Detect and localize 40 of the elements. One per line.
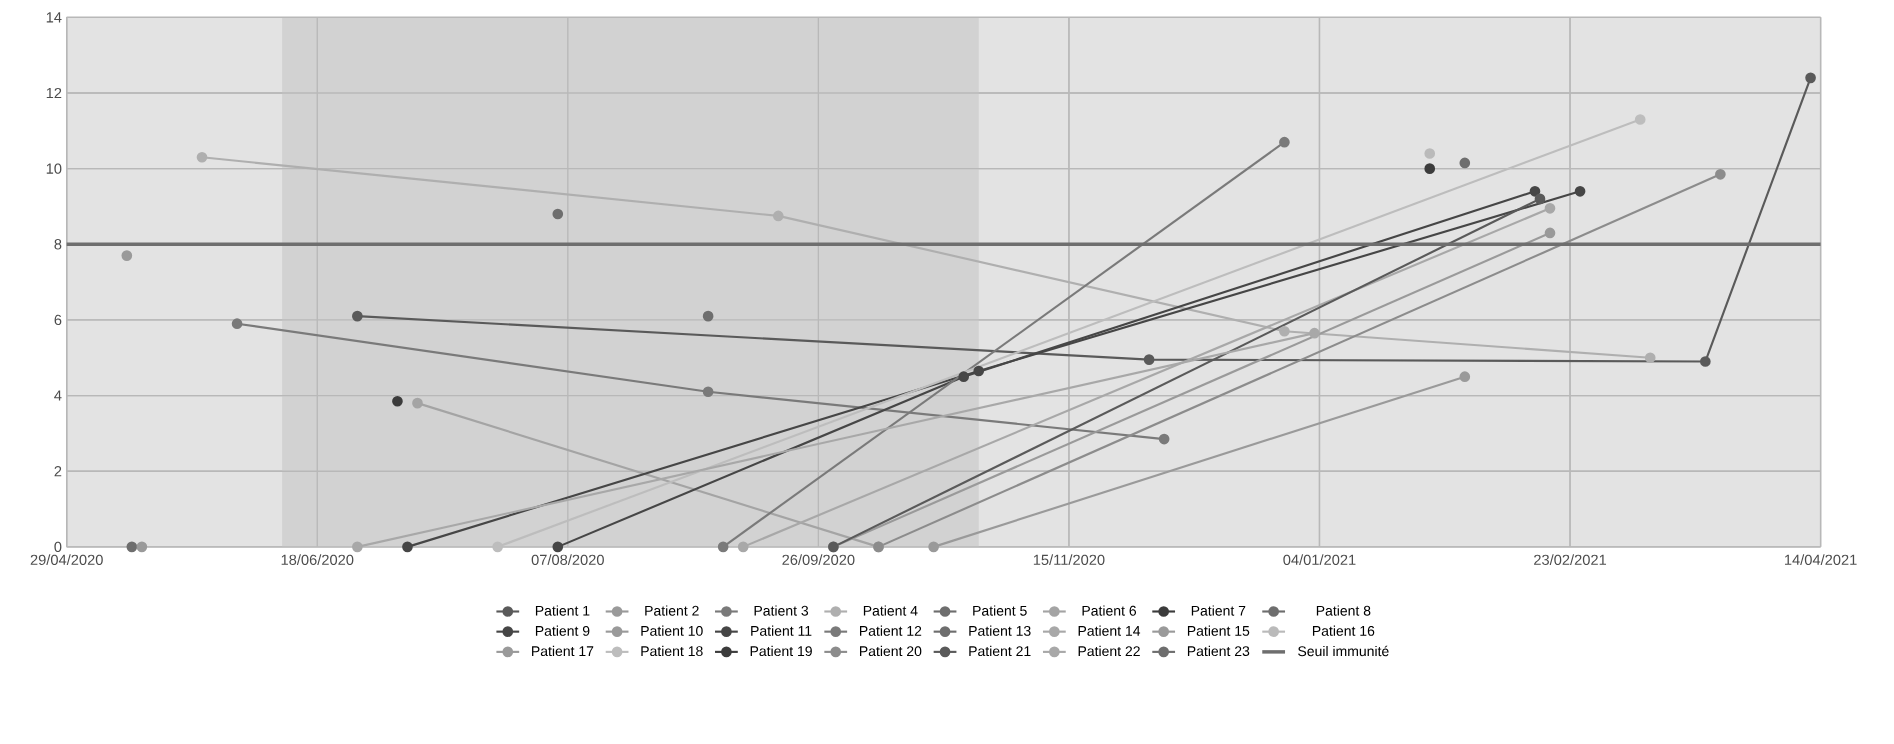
x-tick-label: 07/08/2020 xyxy=(531,554,604,565)
legend-label: Patient 8 xyxy=(1316,605,1371,616)
y-tick-label: 2 xyxy=(54,465,62,477)
legend-label: Patient 23 xyxy=(1187,645,1250,656)
legend-label: Patient 22 xyxy=(1078,645,1140,656)
legend-label: Patient 2 xyxy=(645,605,699,616)
x-tick-label: 18/06/2020 xyxy=(281,554,354,565)
x-tick-label: 29/04/2020 xyxy=(30,554,103,565)
legend-label: Patient 1 xyxy=(535,605,590,616)
y-tick-label: 4 xyxy=(54,390,62,401)
x-tick-label: 26/09/2020 xyxy=(782,554,855,565)
legend-label: Patient 17 xyxy=(532,645,594,656)
legend-label: Patient 6 xyxy=(1082,605,1137,616)
y-tick-label: 14 xyxy=(46,12,62,23)
y-tick-label: 0 xyxy=(54,541,62,552)
legend-label: Patient 3 xyxy=(754,605,809,616)
x-tick-label: 14/04/2021 xyxy=(1784,554,1857,565)
legend-label: Patient 15 xyxy=(1187,625,1250,636)
legend-label: Patient 11 xyxy=(751,625,812,636)
y-tick-label: 10 xyxy=(46,163,62,174)
y-tick-label: 6 xyxy=(54,314,62,325)
legend-label: Patient 14 xyxy=(1078,625,1141,636)
y-tick-label: 8 xyxy=(54,238,62,250)
y-tick-label: 12 xyxy=(46,87,62,98)
x-tick-label: 04/01/2021 xyxy=(1283,554,1356,565)
legend-label: Patient 13 xyxy=(969,625,1031,636)
legend-label: Patient 16 xyxy=(1312,625,1375,636)
legend-label: Patient 18 xyxy=(641,645,703,656)
legend-label: Patient 4 xyxy=(863,605,918,616)
legend-label: Patient 9 xyxy=(535,625,590,636)
legend-label: Patient 10 xyxy=(641,625,703,636)
legend-label: Patient 19 xyxy=(750,645,812,656)
legend-label: Seuil immunité xyxy=(1298,645,1389,657)
legend-label: Patient 21 xyxy=(969,645,1031,656)
legend-label: Patient 20 xyxy=(860,645,922,656)
legend-label: Patient 7 xyxy=(1191,605,1246,616)
legend-label: Patient 12 xyxy=(860,625,922,636)
legend-label: Patient 5 xyxy=(973,605,1027,616)
x-tick-label: 23/02/2021 xyxy=(1534,554,1607,565)
x-tick-label: 15/11/2020 xyxy=(1033,554,1105,565)
